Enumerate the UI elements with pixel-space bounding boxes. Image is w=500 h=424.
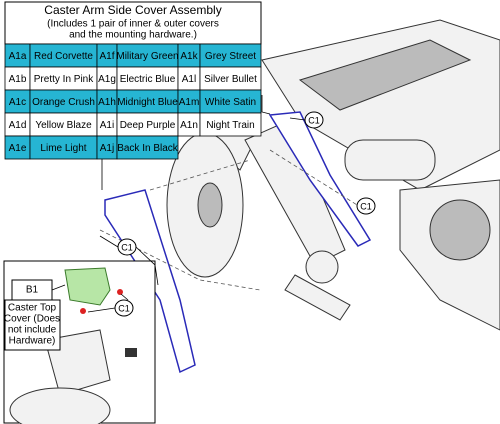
part-code: A1g	[98, 74, 116, 85]
color-name: Pretty In Pink	[34, 74, 94, 85]
color-name: Silver Bullet	[204, 74, 257, 85]
inset-description: Hardware)	[9, 336, 56, 347]
part-code: A1m	[179, 97, 200, 108]
color-name: Military Green	[116, 51, 178, 62]
part-code: A1b	[9, 74, 27, 85]
inset-description: not include	[8, 325, 57, 336]
inset-label: B1	[26, 285, 39, 296]
screw	[117, 289, 123, 295]
part-code: A1e	[9, 143, 27, 154]
callout-circle	[356, 197, 376, 215]
part-code: A1a	[9, 51, 27, 62]
leader	[99, 235, 159, 286]
leader	[289, 117, 306, 121]
part-code: A1k	[180, 51, 198, 62]
green-cover	[64, 267, 111, 306]
callout-label: C1	[360, 201, 372, 211]
part-code: A1d	[9, 120, 27, 131]
callout-label: C1	[308, 115, 320, 125]
leader	[87, 293, 129, 313]
color-table: Caster Arm Side Cover Assembly (Includes …	[4, 1, 262, 160]
color-name: Orange Crush	[32, 97, 95, 108]
part-code: A1j	[100, 143, 114, 154]
inset-description: Cover (Does	[4, 314, 60, 325]
table-subtitle: and the mounting hardware.)	[69, 30, 197, 41]
color-name: White Satin	[205, 97, 256, 108]
part-code: A1n	[180, 120, 198, 131]
part-code: A1c	[9, 97, 26, 108]
color-name: Electric Blue	[120, 74, 176, 85]
color-name: Midnight Blue	[117, 97, 178, 108]
color-name: Night Train	[206, 120, 254, 131]
color-name: Deep Purple	[120, 120, 176, 131]
desc-box	[4, 299, 61, 351]
color-name: Grey Street	[205, 51, 256, 62]
part-code: A1h	[98, 97, 116, 108]
table-subtitle: (Includes 1 pair of inner & outer covers	[47, 19, 219, 30]
color-name: Back In Black	[117, 143, 179, 154]
callout-label: C1	[121, 242, 133, 252]
inset-description: Caster Top	[8, 303, 57, 314]
part-code: A1i	[100, 120, 114, 131]
table-cell	[199, 112, 262, 137]
part-code: A1l	[182, 74, 196, 85]
connector	[125, 348, 137, 357]
table-cell	[116, 135, 179, 160]
table-header	[4, 1, 262, 45]
table-title: Caster Arm Side Cover Assembly	[44, 3, 221, 17]
part-code: A1f	[99, 51, 114, 62]
screw	[80, 308, 86, 314]
color-name: Lime Light	[40, 143, 86, 154]
callout-label: C1	[118, 303, 130, 313]
color-name: Yellow Blaze	[35, 120, 92, 131]
color-name: Red Corvette	[34, 51, 93, 62]
